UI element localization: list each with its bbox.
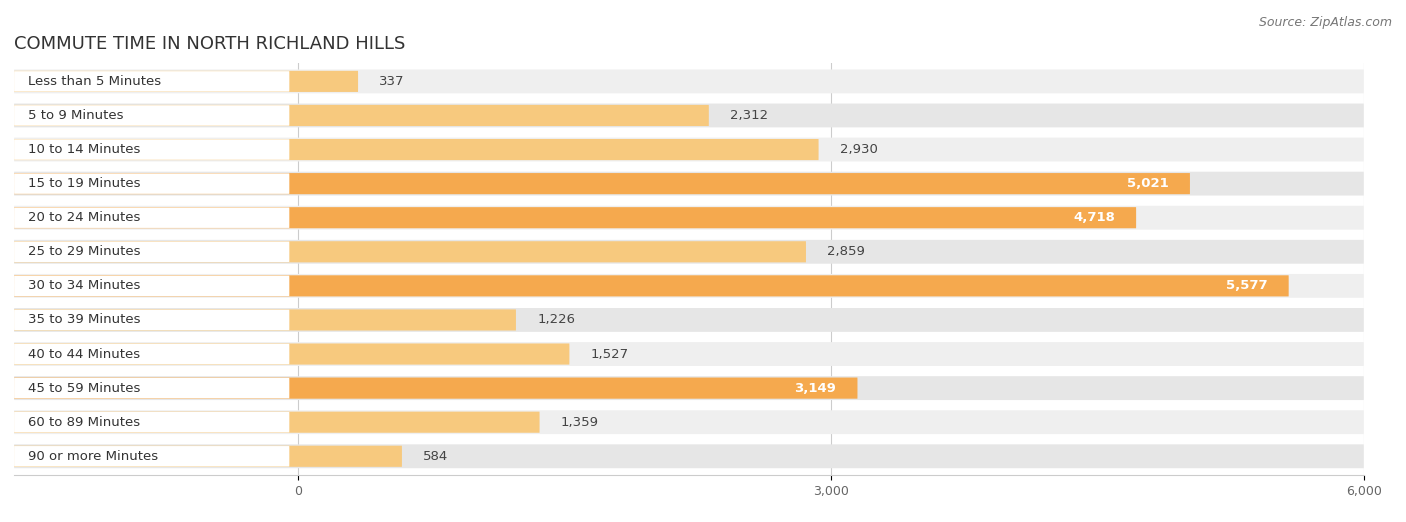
Text: 1,226: 1,226 bbox=[537, 313, 575, 326]
FancyBboxPatch shape bbox=[14, 240, 1364, 264]
FancyBboxPatch shape bbox=[14, 139, 290, 160]
FancyBboxPatch shape bbox=[14, 376, 1364, 400]
Text: 4,718: 4,718 bbox=[1073, 211, 1115, 224]
FancyBboxPatch shape bbox=[14, 378, 290, 398]
Text: 5,021: 5,021 bbox=[1126, 177, 1168, 190]
Text: 10 to 14 Minutes: 10 to 14 Minutes bbox=[28, 143, 141, 156]
FancyBboxPatch shape bbox=[14, 308, 1364, 332]
Text: 5 to 9 Minutes: 5 to 9 Minutes bbox=[28, 109, 124, 122]
Text: Less than 5 Minutes: Less than 5 Minutes bbox=[28, 75, 162, 88]
FancyBboxPatch shape bbox=[14, 377, 858, 399]
FancyBboxPatch shape bbox=[14, 71, 359, 92]
Text: 337: 337 bbox=[380, 75, 405, 88]
FancyBboxPatch shape bbox=[14, 342, 1364, 366]
FancyBboxPatch shape bbox=[14, 69, 1364, 93]
FancyBboxPatch shape bbox=[14, 105, 709, 126]
FancyBboxPatch shape bbox=[14, 206, 1364, 230]
FancyBboxPatch shape bbox=[14, 173, 290, 194]
FancyBboxPatch shape bbox=[14, 444, 1364, 468]
Text: 30 to 34 Minutes: 30 to 34 Minutes bbox=[28, 279, 141, 292]
FancyBboxPatch shape bbox=[14, 241, 806, 263]
FancyBboxPatch shape bbox=[14, 446, 290, 467]
Text: COMMUTE TIME IN NORTH RICHLAND HILLS: COMMUTE TIME IN NORTH RICHLAND HILLS bbox=[14, 35, 405, 53]
Text: 45 to 59 Minutes: 45 to 59 Minutes bbox=[28, 382, 141, 395]
Text: 1,527: 1,527 bbox=[591, 348, 628, 361]
FancyBboxPatch shape bbox=[14, 173, 1189, 194]
Text: 3,149: 3,149 bbox=[794, 382, 837, 395]
FancyBboxPatch shape bbox=[14, 310, 290, 330]
Text: 2,859: 2,859 bbox=[827, 245, 865, 258]
FancyBboxPatch shape bbox=[14, 242, 290, 262]
Text: 25 to 29 Minutes: 25 to 29 Minutes bbox=[28, 245, 141, 258]
Text: 1,359: 1,359 bbox=[561, 416, 599, 429]
Text: 15 to 19 Minutes: 15 to 19 Minutes bbox=[28, 177, 141, 190]
FancyBboxPatch shape bbox=[14, 172, 1364, 196]
Text: 60 to 89 Minutes: 60 to 89 Minutes bbox=[28, 416, 141, 429]
FancyBboxPatch shape bbox=[14, 138, 1364, 161]
Text: Source: ZipAtlas.com: Source: ZipAtlas.com bbox=[1258, 16, 1392, 29]
Text: 584: 584 bbox=[423, 450, 449, 463]
FancyBboxPatch shape bbox=[14, 344, 290, 364]
FancyBboxPatch shape bbox=[14, 343, 569, 364]
Text: 35 to 39 Minutes: 35 to 39 Minutes bbox=[28, 313, 141, 326]
FancyBboxPatch shape bbox=[14, 410, 1364, 434]
FancyBboxPatch shape bbox=[14, 207, 1136, 228]
FancyBboxPatch shape bbox=[14, 412, 290, 432]
FancyBboxPatch shape bbox=[14, 412, 540, 433]
Text: 20 to 24 Minutes: 20 to 24 Minutes bbox=[28, 211, 141, 224]
FancyBboxPatch shape bbox=[14, 105, 290, 126]
Text: 2,312: 2,312 bbox=[730, 109, 768, 122]
Text: 5,577: 5,577 bbox=[1226, 279, 1267, 292]
FancyBboxPatch shape bbox=[14, 310, 516, 330]
Text: 2,930: 2,930 bbox=[839, 143, 877, 156]
FancyBboxPatch shape bbox=[14, 139, 818, 160]
FancyBboxPatch shape bbox=[14, 71, 290, 91]
Text: 40 to 44 Minutes: 40 to 44 Minutes bbox=[28, 348, 141, 361]
FancyBboxPatch shape bbox=[14, 103, 1364, 127]
FancyBboxPatch shape bbox=[14, 276, 290, 296]
FancyBboxPatch shape bbox=[14, 446, 402, 467]
FancyBboxPatch shape bbox=[14, 275, 1289, 296]
FancyBboxPatch shape bbox=[14, 207, 290, 228]
FancyBboxPatch shape bbox=[14, 274, 1364, 298]
Text: 90 or more Minutes: 90 or more Minutes bbox=[28, 450, 159, 463]
